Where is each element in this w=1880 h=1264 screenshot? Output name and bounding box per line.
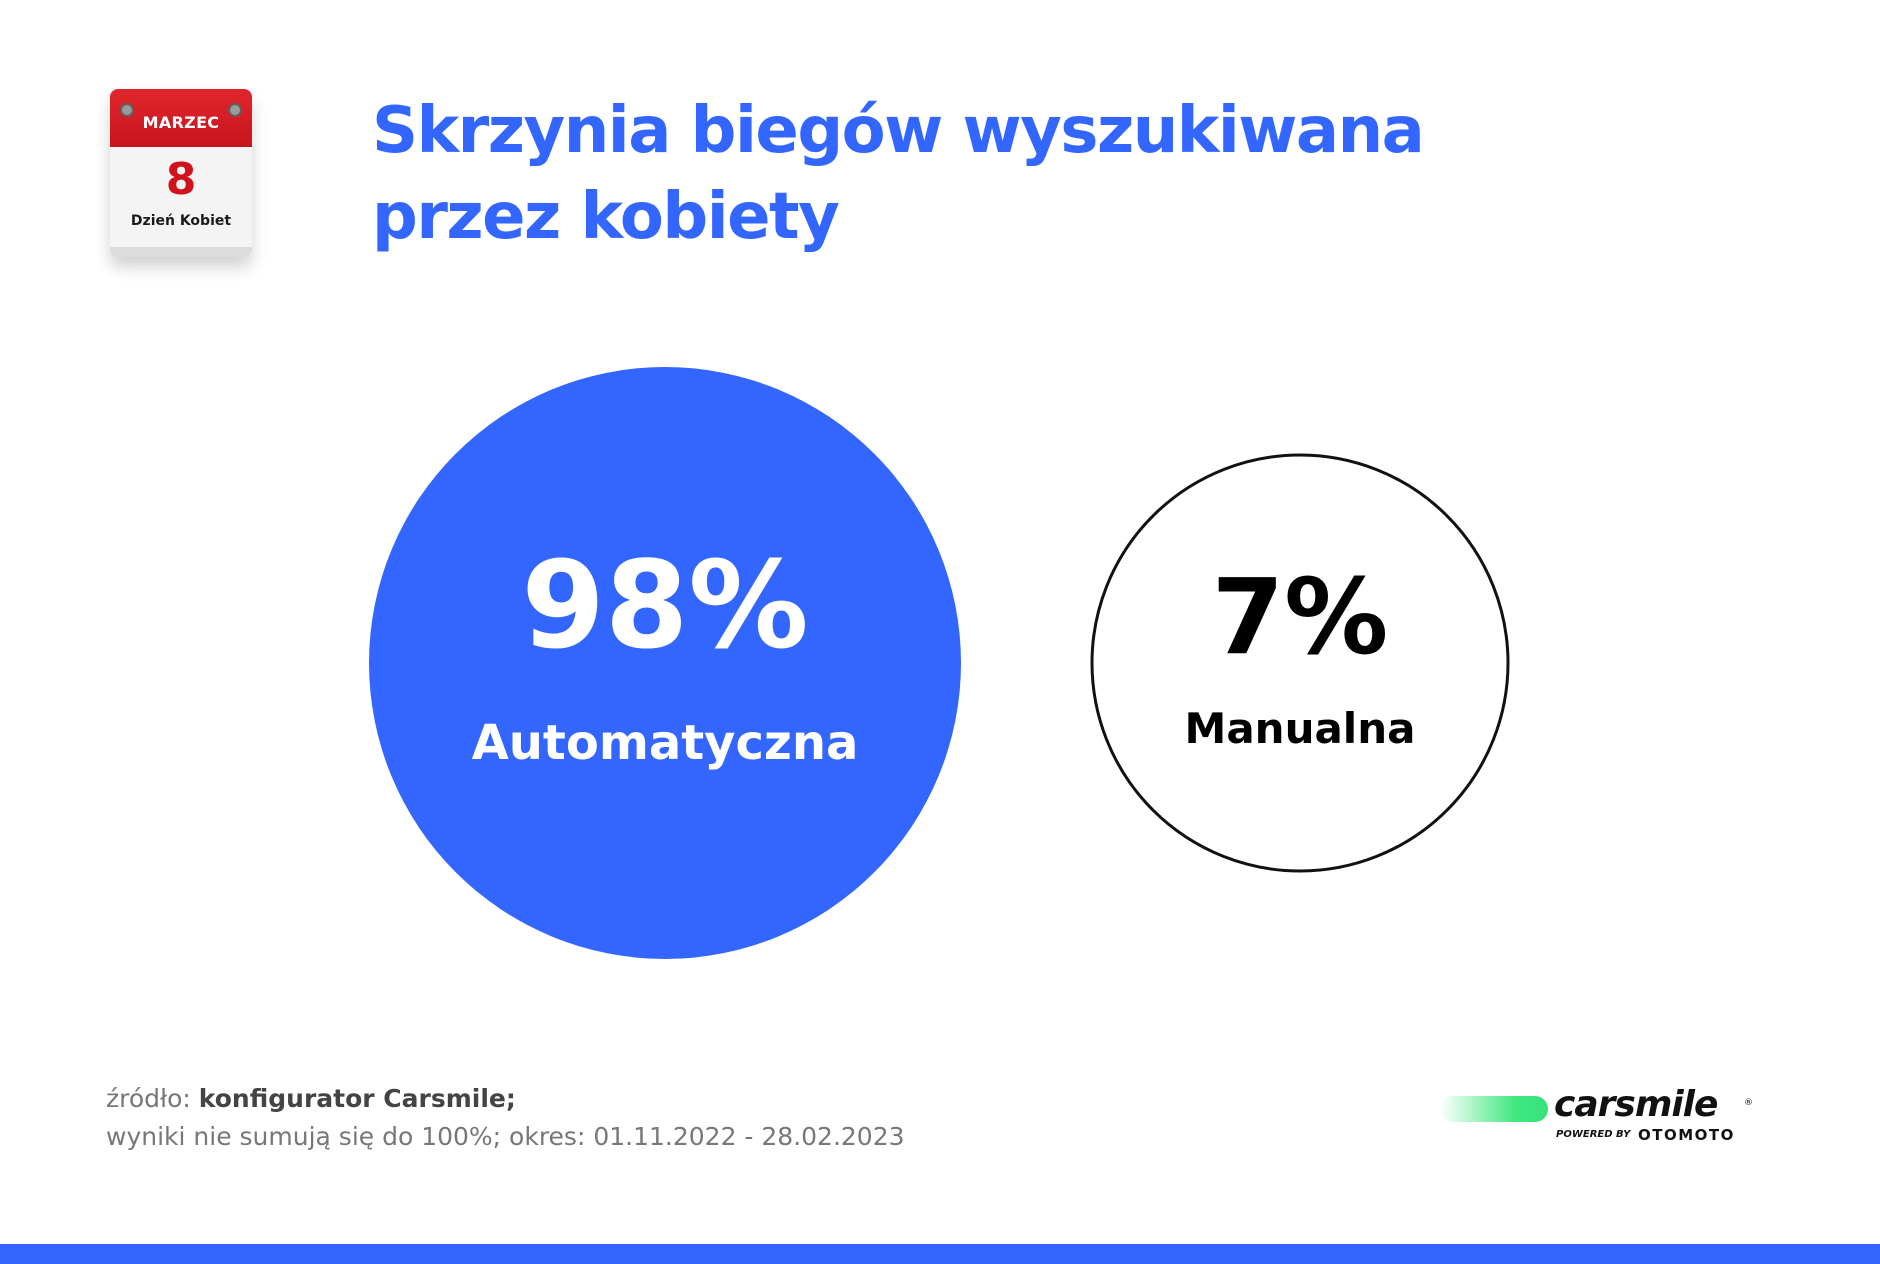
page-title: Skrzynia biegów wyszukiwana przez kobiet…: [372, 88, 1572, 260]
bubble-automatyczna: [369, 367, 961, 959]
source-name: konfigurator Carsmile;: [198, 1084, 516, 1113]
title-line-2: przez kobiety: [372, 180, 840, 254]
calendar-label: Dzień Kobiet: [130, 213, 232, 229]
calendar-day: 8: [165, 154, 197, 205]
bubble-label: Automatyczna: [472, 715, 859, 771]
logo-powered-by: POWERED BY: [1556, 1129, 1631, 1140]
logo-brand: carsmile: [1554, 1084, 1718, 1125]
registered-mark: ®: [1744, 1098, 1753, 1108]
calendar-header: [110, 89, 252, 147]
bubble-label: Manualna: [1185, 704, 1416, 753]
bottom-accent-bar: [0, 1244, 1880, 1264]
logo-partner: OTOMOTO: [1638, 1126, 1735, 1144]
speed-stripe-icon: [1440, 1096, 1548, 1122]
source-line-1: źródło: konfigurator Carsmile;: [106, 1080, 905, 1118]
calendar-icon: MARZEC 8 Dzień Kobiet: [110, 89, 252, 257]
calendar-ring-icon: [120, 103, 134, 117]
carsmile-logo: carsmile ® POWERED BY OTOMOTO: [1440, 1084, 1760, 1148]
calendar-ring-icon: [228, 103, 242, 117]
calendar-page-edge: [110, 247, 252, 257]
calendar-month: MARZEC: [142, 113, 220, 132]
source-note: źródło: konfigurator Carsmile; wyniki ni…: [106, 1080, 905, 1156]
bubble-value: 98%: [521, 537, 808, 676]
bubble-value: 7%: [1212, 556, 1389, 678]
source-line-2: wyniki nie sumują się do 100%; okres: 01…: [106, 1122, 905, 1151]
title-line-1: Skrzynia biegów wyszukiwana: [372, 94, 1425, 168]
source-prefix: źródło:: [106, 1084, 191, 1113]
bubble-manualna: [1090, 453, 1510, 873]
